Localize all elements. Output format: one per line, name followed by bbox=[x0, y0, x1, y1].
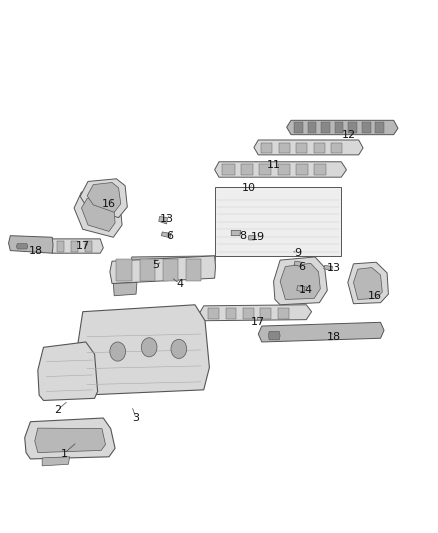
Polygon shape bbox=[362, 123, 371, 133]
Polygon shape bbox=[25, 418, 115, 459]
Polygon shape bbox=[110, 256, 215, 284]
Polygon shape bbox=[38, 342, 98, 400]
Polygon shape bbox=[287, 120, 398, 135]
Polygon shape bbox=[254, 140, 363, 155]
Text: 2: 2 bbox=[54, 405, 61, 415]
Polygon shape bbox=[223, 165, 235, 175]
Polygon shape bbox=[42, 457, 70, 466]
Polygon shape bbox=[87, 182, 121, 212]
Polygon shape bbox=[85, 241, 92, 252]
Polygon shape bbox=[208, 308, 219, 319]
Text: 16: 16 bbox=[102, 199, 116, 209]
Polygon shape bbox=[161, 232, 171, 238]
Polygon shape bbox=[243, 308, 254, 319]
Polygon shape bbox=[280, 263, 320, 300]
Polygon shape bbox=[186, 259, 201, 281]
Polygon shape bbox=[117, 259, 132, 281]
Polygon shape bbox=[353, 268, 382, 300]
Text: 14: 14 bbox=[298, 286, 312, 295]
Text: 8: 8 bbox=[240, 231, 247, 241]
Polygon shape bbox=[278, 165, 290, 175]
Polygon shape bbox=[226, 308, 237, 319]
Text: 16: 16 bbox=[368, 290, 382, 301]
Text: 19: 19 bbox=[251, 232, 265, 243]
Text: 18: 18 bbox=[326, 332, 340, 342]
Text: 4: 4 bbox=[176, 279, 183, 288]
Text: 1: 1 bbox=[60, 449, 67, 458]
Polygon shape bbox=[159, 216, 167, 224]
Polygon shape bbox=[279, 143, 290, 153]
Polygon shape bbox=[199, 305, 311, 321]
Polygon shape bbox=[249, 236, 255, 240]
Polygon shape bbox=[140, 259, 155, 281]
Polygon shape bbox=[314, 143, 325, 153]
Polygon shape bbox=[331, 143, 342, 153]
Polygon shape bbox=[71, 241, 78, 252]
Polygon shape bbox=[348, 262, 389, 304]
Polygon shape bbox=[113, 282, 137, 296]
Polygon shape bbox=[296, 165, 308, 175]
Polygon shape bbox=[314, 165, 326, 175]
Circle shape bbox=[171, 340, 187, 359]
Polygon shape bbox=[335, 123, 343, 133]
Text: 17: 17 bbox=[76, 241, 90, 251]
Polygon shape bbox=[81, 196, 115, 231]
Text: 12: 12 bbox=[342, 130, 356, 140]
Polygon shape bbox=[294, 123, 303, 133]
Polygon shape bbox=[294, 261, 302, 266]
Text: 9: 9 bbox=[294, 248, 301, 258]
Polygon shape bbox=[307, 123, 316, 133]
Text: 5: 5 bbox=[152, 261, 159, 270]
Polygon shape bbox=[348, 123, 357, 133]
Circle shape bbox=[110, 342, 126, 361]
Polygon shape bbox=[80, 179, 127, 217]
Polygon shape bbox=[297, 286, 305, 292]
Polygon shape bbox=[74, 189, 122, 237]
Polygon shape bbox=[261, 143, 272, 153]
Text: 3: 3 bbox=[133, 413, 140, 423]
Polygon shape bbox=[215, 187, 341, 256]
Polygon shape bbox=[162, 259, 178, 281]
Polygon shape bbox=[77, 305, 209, 395]
Polygon shape bbox=[259, 165, 272, 175]
Polygon shape bbox=[241, 165, 253, 175]
Text: 6: 6 bbox=[298, 262, 305, 271]
Polygon shape bbox=[268, 332, 280, 340]
Polygon shape bbox=[215, 162, 346, 177]
Polygon shape bbox=[49, 239, 103, 253]
Circle shape bbox=[141, 338, 157, 357]
Polygon shape bbox=[375, 123, 384, 133]
Polygon shape bbox=[35, 428, 106, 453]
Polygon shape bbox=[274, 257, 327, 305]
Polygon shape bbox=[258, 322, 384, 342]
Text: 11: 11 bbox=[267, 160, 281, 171]
Text: 6: 6 bbox=[166, 231, 173, 241]
Text: 13: 13 bbox=[326, 263, 340, 272]
Polygon shape bbox=[324, 265, 332, 271]
Polygon shape bbox=[321, 123, 330, 133]
Text: 10: 10 bbox=[242, 183, 256, 193]
Text: 17: 17 bbox=[251, 317, 265, 327]
Polygon shape bbox=[278, 308, 289, 319]
Polygon shape bbox=[16, 244, 28, 249]
Polygon shape bbox=[132, 256, 215, 269]
Polygon shape bbox=[261, 308, 272, 319]
Polygon shape bbox=[9, 236, 53, 253]
Polygon shape bbox=[296, 143, 307, 153]
Text: 18: 18 bbox=[28, 246, 42, 255]
Text: 13: 13 bbox=[159, 214, 173, 224]
Polygon shape bbox=[231, 230, 241, 236]
Polygon shape bbox=[57, 241, 64, 252]
